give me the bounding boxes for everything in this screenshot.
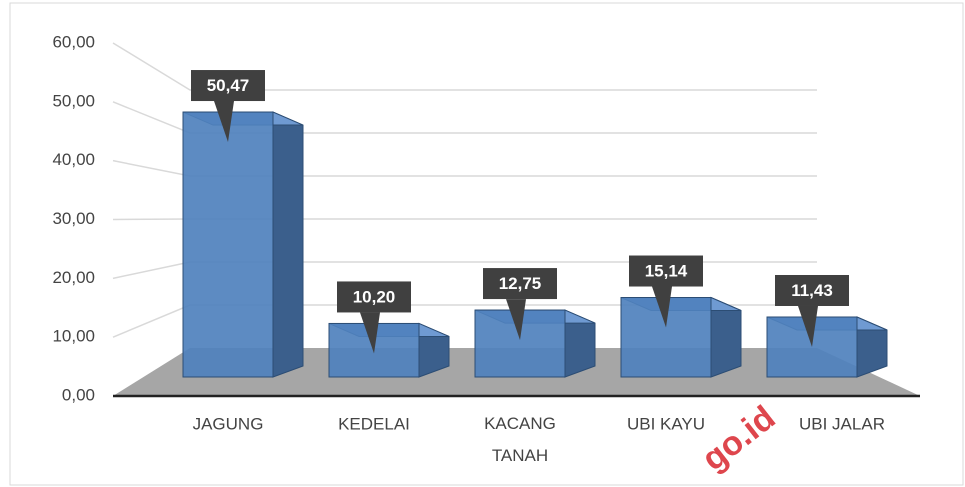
y-tick-label: 60,00 <box>52 32 95 51</box>
data-label: 10,20 <box>353 287 396 306</box>
chart-frame <box>9 2 964 486</box>
grid-line <box>112 42 817 91</box>
label-box <box>483 268 557 300</box>
label-box <box>337 281 411 313</box>
bar <box>182 111 304 378</box>
x-tick-label: UBI KAYU <box>627 414 705 433</box>
bar <box>620 296 742 378</box>
x-tick-label: KACANG TANAH <box>484 414 556 465</box>
label-pointer <box>214 101 234 143</box>
y-tick-label: 40,00 <box>52 150 95 169</box>
label-box <box>191 70 265 102</box>
bar <box>328 322 450 378</box>
label-pointer <box>360 312 380 354</box>
data-label: 15,14 <box>645 261 688 280</box>
watermark: go.id <box>695 398 782 478</box>
x-tick-label: UBI JALAR <box>799 414 885 433</box>
data-label: 11,43 <box>791 281 833 300</box>
y-tick-label: 0,00 <box>62 385 95 404</box>
label-pointer <box>798 305 818 347</box>
data-label: 50,47 <box>207 76 250 95</box>
y-tick-label: 20,00 <box>52 268 95 287</box>
label-box <box>775 274 849 306</box>
data-label: 12,75 <box>499 274 542 293</box>
y-tick-label: 50,00 <box>52 91 95 110</box>
bar <box>766 316 888 378</box>
x-tick-label: JAGUNG <box>193 414 264 433</box>
y-tick-label: 10,00 <box>52 327 95 346</box>
x-tick-line: TANAH <box>492 446 548 465</box>
bar <box>474 309 596 378</box>
bar-front <box>182 111 274 378</box>
label-box <box>629 255 703 287</box>
label-pointer <box>506 299 526 341</box>
x-tick-label: KEDELAI <box>338 414 410 433</box>
label-pointer <box>652 286 672 328</box>
x-tick-line: KACANG <box>484 414 556 433</box>
bar-side <box>272 111 304 378</box>
y-tick-label: 30,00 <box>52 209 95 228</box>
